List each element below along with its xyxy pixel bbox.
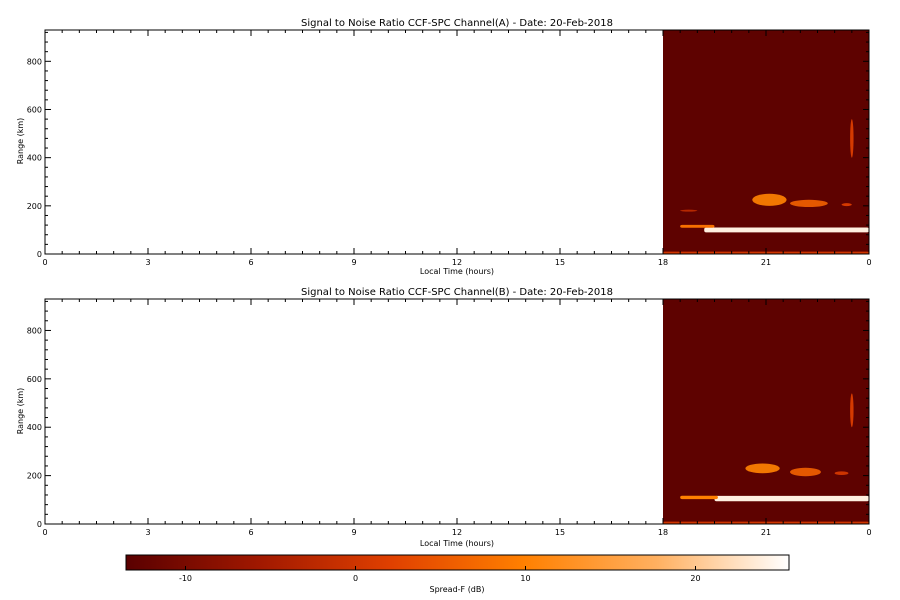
heatmap-patch bbox=[834, 471, 849, 476]
x-tick-label: 18 bbox=[658, 258, 668, 267]
y-tick-label: 800 bbox=[27, 57, 42, 66]
heatmap-patch bbox=[745, 463, 780, 474]
x-tick-label: 3 bbox=[145, 258, 150, 267]
colorbar-tick-label: 10 bbox=[520, 574, 530, 583]
y-tick-label: 800 bbox=[27, 326, 42, 335]
x-tick-label: 3 bbox=[145, 528, 150, 537]
x-tick-label: 18 bbox=[658, 528, 668, 537]
x-tick-label: 15 bbox=[555, 528, 565, 537]
heatmap-patch bbox=[790, 199, 828, 208]
heatmap-streak bbox=[850, 393, 854, 428]
x-tick-label: 12 bbox=[452, 258, 462, 267]
panel-channel-b: Signal to Noise Ratio CCF-SPC Channel(B)… bbox=[16, 287, 872, 548]
x-tick-label: 0 bbox=[866, 258, 871, 267]
colorbar-gradient bbox=[125, 554, 790, 571]
panel-title: Signal to Noise Ratio CCF-SPC Channel(B)… bbox=[301, 287, 613, 298]
x-ticks: 0 3 6 9 12 15 18 21 0 bbox=[42, 258, 871, 267]
heatmap-region bbox=[663, 30, 869, 254]
x-tick-label: 15 bbox=[555, 258, 565, 267]
x-tick-label: 9 bbox=[351, 528, 356, 537]
x-tick-label: 9 bbox=[351, 258, 356, 267]
y-tick-label: 0 bbox=[37, 520, 42, 529]
heatmap-patch bbox=[790, 467, 821, 477]
x-tick-label: 0 bbox=[866, 528, 871, 537]
panel-title: Signal to Noise Ratio CCF-SPC Channel(A)… bbox=[301, 18, 613, 29]
x-tick-label: 21 bbox=[761, 258, 771, 267]
y-tick-label: 600 bbox=[27, 105, 42, 114]
y-tick-label: 600 bbox=[27, 375, 42, 384]
x-axis-label: Local Time (hours) bbox=[420, 539, 494, 548]
x-tick-label: 6 bbox=[248, 528, 253, 537]
heatmap-region bbox=[663, 299, 869, 524]
heatmap-patch bbox=[752, 193, 787, 206]
y-ticks: 0 200 400 600 800 bbox=[27, 57, 42, 259]
heatmap-layer bbox=[714, 495, 869, 502]
heatmap-layer bbox=[680, 224, 715, 228]
y-axis-label: Range (km) bbox=[16, 388, 25, 435]
colorbar-label: Spread-F (dB) bbox=[429, 585, 484, 594]
x-tick-label: 0 bbox=[42, 258, 47, 267]
colorbar-tick-label: -10 bbox=[179, 574, 192, 583]
heatmap-layer bbox=[704, 227, 869, 233]
heatmap-streak bbox=[850, 119, 854, 158]
x-axis-label: Local Time (hours) bbox=[420, 267, 494, 276]
x-ticks: 0 3 6 9 12 15 18 21 0 bbox=[42, 528, 871, 537]
y-axis-label: Range (km) bbox=[16, 118, 25, 165]
y-tick-label: 0 bbox=[37, 250, 42, 259]
colorbar-ticks: -10 0 10 20 bbox=[179, 574, 701, 583]
y-tick-label: 200 bbox=[27, 202, 42, 211]
heatmap-patch bbox=[680, 209, 698, 212]
plot-area bbox=[44, 29, 870, 255]
heatmap-patch bbox=[841, 203, 852, 207]
y-tick-label: 400 bbox=[27, 423, 42, 432]
x-tick-label: 0 bbox=[42, 528, 47, 537]
colorbar-tick-label: 0 bbox=[353, 574, 358, 583]
plot-area bbox=[44, 298, 870, 525]
colorbar: -10 0 10 20 Spread-F (dB) bbox=[125, 554, 790, 594]
colorbar-tick-label: 20 bbox=[690, 574, 700, 583]
y-tick-label: 200 bbox=[27, 472, 42, 481]
panel-channel-a: Signal to Noise Ratio CCF-SPC Channel(A)… bbox=[16, 18, 872, 276]
heatmap-layer bbox=[680, 495, 718, 500]
y-tick-label: 400 bbox=[27, 154, 42, 163]
x-tick-label: 21 bbox=[761, 528, 771, 537]
y-ticks: 0 200 400 600 800 bbox=[27, 326, 42, 529]
x-tick-label: 12 bbox=[452, 528, 462, 537]
x-tick-label: 6 bbox=[248, 258, 253, 267]
